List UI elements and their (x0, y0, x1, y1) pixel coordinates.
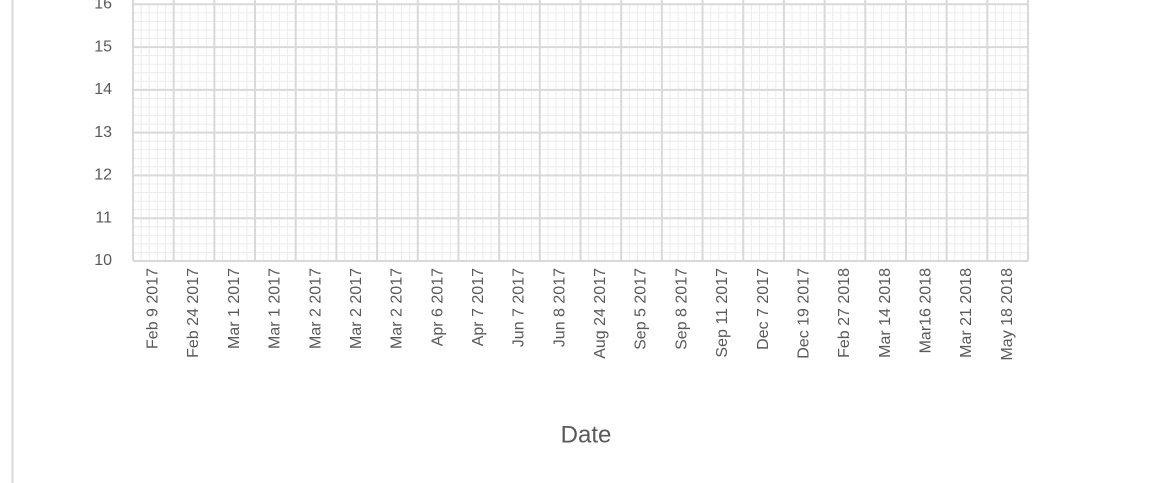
x-tick-label: Apr 6 2017 (429, 268, 446, 346)
y-tick-label: 11 (95, 209, 112, 226)
x-tick-label: Aug 24 2017 (592, 268, 609, 359)
x-tick-label: Mar 1 2017 (226, 268, 243, 349)
x-tick-label: Sep 5 2017 (633, 268, 650, 350)
x-tick-label: Jun 8 2017 (551, 268, 568, 347)
x-tick-label: Mar 2 2017 (307, 268, 324, 349)
x-tick-label: Dec 19 2017 (795, 268, 812, 359)
x-tick-label: Mar16 2018 (918, 268, 935, 353)
x-axis-title: Date (561, 421, 612, 448)
y-tick-label: 15 (94, 38, 112, 55)
y-tick-label: 10 (94, 252, 112, 269)
x-tick-label: Dec 7 2017 (755, 268, 772, 350)
x-tick-label: Mar 14 2018 (877, 268, 894, 358)
x-tick-label: May 18 2018 (999, 268, 1016, 361)
x-tick-label: Sep 8 2017 (673, 268, 690, 350)
x-tick-label: Mar 2 2017 (348, 268, 365, 349)
x-tick-label: Mar 1 2017 (267, 268, 284, 349)
x-tick-label: Feb 9 2017 (145, 268, 162, 349)
y-tick-label: 13 (94, 124, 112, 141)
y-tick-label: 14 (94, 81, 112, 98)
y-tick-label: 16 (94, 0, 112, 13)
x-tick-label: Feb 27 2018 (836, 268, 853, 358)
y-tick-label: 12 (94, 167, 112, 184)
x-tick-label: Feb 24 2017 (185, 268, 202, 358)
x-tick-label: Sep 11 2017 (714, 268, 731, 358)
x-tick-label: Apr 7 2017 (470, 268, 487, 346)
x-tick-label: Mar 2 2017 (389, 268, 406, 349)
x-tick-label: Jun 7 2017 (511, 268, 528, 347)
x-tick-label: Mar 21 2018 (958, 268, 975, 358)
